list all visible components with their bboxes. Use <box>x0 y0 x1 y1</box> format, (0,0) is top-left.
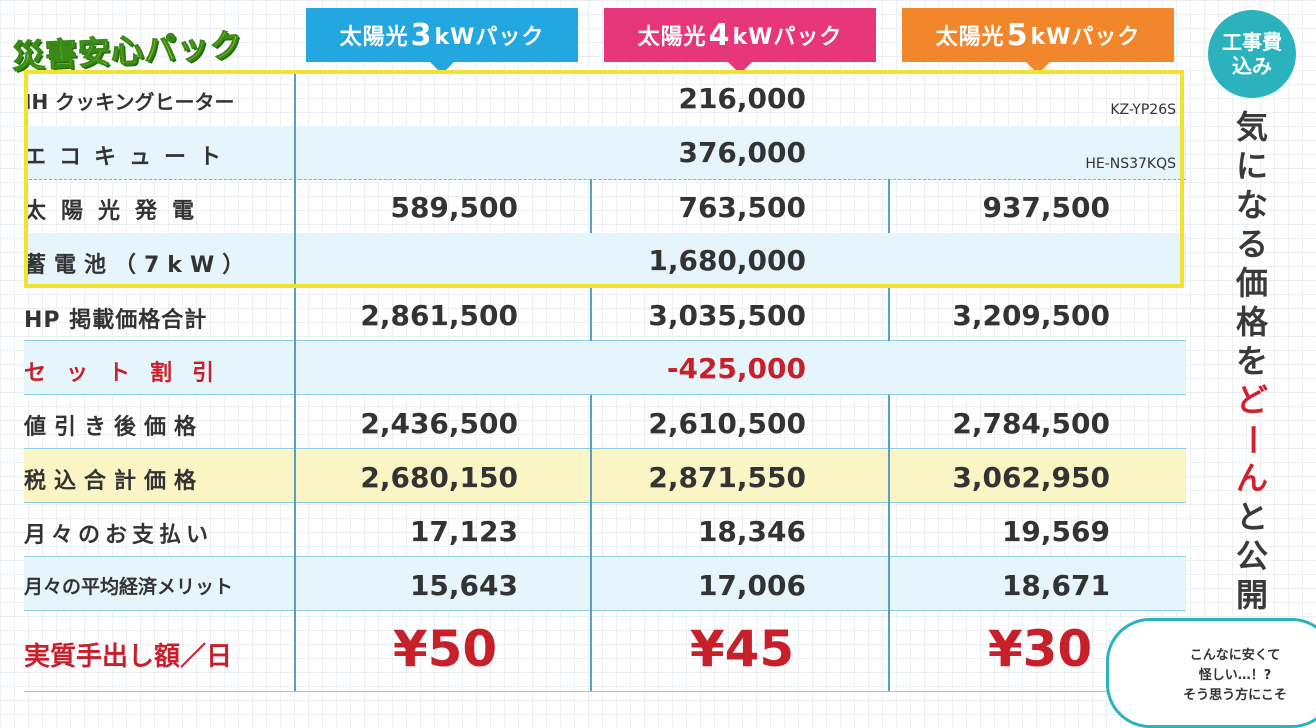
value-tax-total-3kw: 2,680,150 <box>360 461 518 494</box>
row-battery <box>24 233 1186 286</box>
label-monthly: 月々のお支払い <box>24 523 214 548</box>
value-after-discount-5kw: 2,784,500 <box>952 407 1110 440</box>
tab-num: 3 <box>410 17 433 53</box>
value-eco: 376,000 <box>678 136 806 169</box>
value-monthly-5kw: 19,569 <box>1001 515 1110 548</box>
divider <box>888 395 890 691</box>
tab-num: 5 <box>1006 17 1029 53</box>
value-ih: 216,000 <box>678 82 806 115</box>
tab-num: 4 <box>708 17 731 53</box>
tab-prefix: 太陽光 <box>935 25 1005 50</box>
model-ih: KZ-YP26S <box>1110 102 1176 118</box>
value-solar-3kw: 589,500 <box>390 191 518 224</box>
value-daily-5kw: ¥30 <box>987 620 1093 678</box>
label-set-discount: セット割引 <box>24 361 235 386</box>
row-tax-total <box>24 449 1186 503</box>
value-after-discount-4kw: 2,610,500 <box>648 407 806 440</box>
row-merit <box>24 557 1186 611</box>
value-after-discount-3kw: 2,436,500 <box>360 407 518 440</box>
tab-suffix: kWパック <box>434 25 545 50</box>
label-eco: エコキュート <box>24 145 235 170</box>
value-hp-total-5kw: 3,209,500 <box>952 299 1110 332</box>
speech-bubble-text: こんなに安くて 怪しい…！? そう思う方にこそ <box>1160 646 1310 706</box>
tab-prefix: 太陽光 <box>637 25 707 50</box>
value-tax-total-5kw: 3,062,950 <box>952 461 1110 494</box>
value-hp-total-3kw: 2,861,500 <box>360 299 518 332</box>
value-monthly-4kw: 18,346 <box>697 515 806 548</box>
divider <box>294 74 296 691</box>
label-after-discount: 値引き後価格 <box>24 415 205 440</box>
tab-5kw[interactable]: 太陽光 5 kWパック <box>902 8 1174 74</box>
tab-suffix: kWパック <box>1030 25 1141 50</box>
value-monthly-3kw: 17,123 <box>409 515 518 548</box>
value-merit-5kw: 18,671 <box>1001 569 1110 602</box>
divider <box>888 288 890 341</box>
divider <box>590 288 592 341</box>
bubble-line1: こんなに安くて <box>1189 648 1281 663</box>
divider <box>590 179 592 233</box>
label-tax-total: 税込合計価格 <box>24 469 205 494</box>
row-monthly <box>24 503 1186 557</box>
value-solar-4kw: 763,500 <box>678 191 806 224</box>
label-merit: 月々の平均経済メリット <box>24 576 234 598</box>
bubble-line3: そう思う方にこそ <box>1183 688 1287 703</box>
tab-4kw[interactable]: 太陽光 4 kWパック <box>604 8 876 74</box>
badge-line2: 込み <box>1232 54 1272 78</box>
catch-emphasis: どーん <box>1233 381 1272 497</box>
row-daily <box>24 611 1186 692</box>
label-ih: IH クッキングヒーター <box>24 90 235 114</box>
divider <box>590 395 592 691</box>
divider <box>888 179 890 233</box>
row-eco <box>24 126 1186 180</box>
tab-prefix: 太陽光 <box>339 25 409 50</box>
value-merit-4kw: 17,006 <box>697 569 806 602</box>
value-daily-3kw: ¥50 <box>392 620 498 678</box>
value-daily-4kw: ¥45 <box>689 620 795 678</box>
row-set-discount <box>24 341 1186 395</box>
label-daily: 実質手出し額／日 <box>24 642 233 672</box>
tab-suffix: kWパック <box>732 25 843 50</box>
label-hp-total: HP 掲載価格合計 <box>24 308 208 333</box>
value-battery: 1,680,000 <box>648 244 806 277</box>
badge-line1: 工事費 <box>1222 30 1282 54</box>
label-battery: 蓄電池（7kW） <box>24 253 253 278</box>
tab-3kw[interactable]: 太陽光 3 kWパック <box>306 8 578 74</box>
model-eco: HE-NS37KQS <box>1085 156 1176 172</box>
row-hp-total <box>24 288 1186 341</box>
value-hp-total-4kw: 3,035,500 <box>648 299 806 332</box>
pack-title: 災害安心パック <box>11 25 245 77</box>
value-solar-5kw: 937,500 <box>982 191 1110 224</box>
catch-part1: 気になる価格を <box>1235 108 1268 380</box>
value-merit-3kw: 15,643 <box>409 569 518 602</box>
bubble-line2: 怪しい…！? <box>1198 668 1272 683</box>
value-tax-total-4kw: 2,871,550 <box>648 461 806 494</box>
construction-included-badge: 工事費 込み <box>1208 10 1296 98</box>
value-set-discount: -425,000 <box>666 352 806 385</box>
row-after-discount <box>24 395 1186 449</box>
label-solar: 太陽光発電 <box>24 199 210 224</box>
